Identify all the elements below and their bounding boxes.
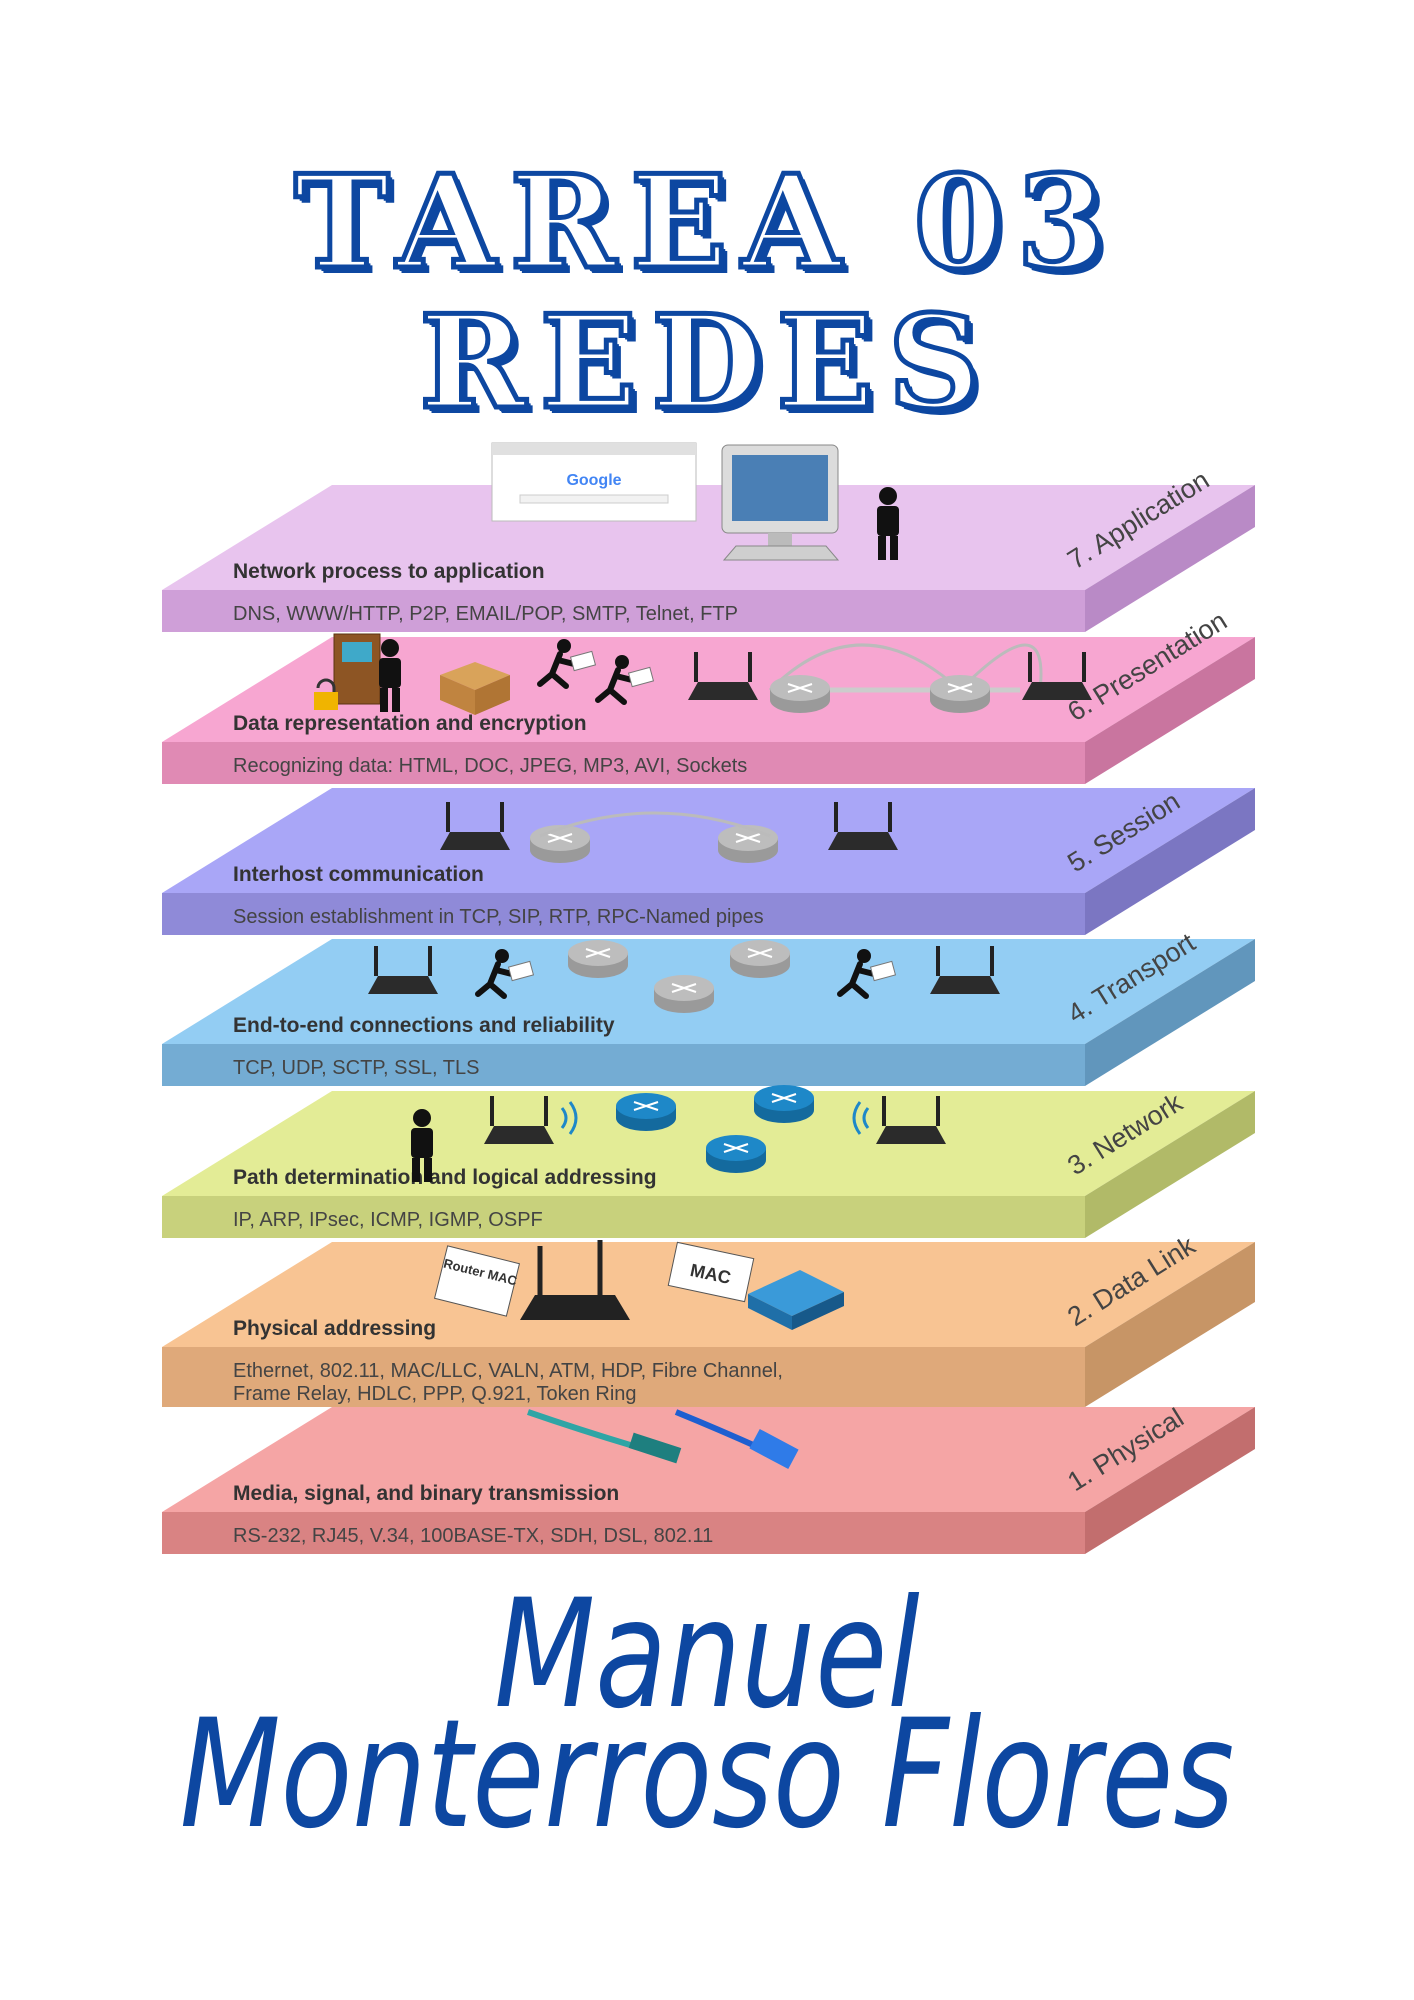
layer-heading: Data representation and encryption	[233, 712, 587, 735]
wireless-signal-icon	[560, 1101, 870, 1135]
layer-heading: Interhost communication	[233, 863, 484, 886]
layer-detail: Ethernet, 802.11, MAC/LLC, VALN, ATM, HD…	[233, 1360, 783, 1382]
open-box-icon	[440, 662, 510, 715]
network-router-icon	[530, 825, 590, 863]
network-router-icon	[616, 1093, 676, 1131]
network-router-icon	[706, 1135, 766, 1173]
layer-detail: RS-232, RJ45, V.34, 100BASE-TX, SDH, DSL…	[233, 1525, 713, 1547]
network-switch-icon	[748, 1270, 844, 1330]
person-with-envelope-icon	[877, 487, 899, 560]
layer-side-face	[1085, 637, 1255, 784]
wifi-router-icon	[520, 1240, 630, 1320]
title-line-2: REDES	[417, 286, 995, 441]
osi-layer-2: Physical addressing Ethernet, 802.11, MAC…	[162, 1230, 1255, 1407]
layer-detail: IP, ARP, IPsec, ICMP, IGMP, OSPF	[233, 1209, 543, 1231]
wifi-router-icon	[930, 946, 1000, 994]
network-router-icon	[654, 975, 714, 1013]
wifi-router-icon	[828, 802, 898, 850]
layer-front-face	[162, 742, 1085, 784]
browser-window-icon: Google	[491, 442, 697, 522]
layer-detail: DNS, WWW/HTTP, P2P, EMAIL/POP, SMTP, Tel…	[233, 603, 738, 625]
osi-layer-1: Media, signal, and binary transmission RS…	[162, 1402, 1255, 1554]
layer-front-face	[162, 893, 1085, 935]
layer-heading: Physical addressing	[233, 1317, 436, 1340]
network-router-icon	[930, 675, 990, 713]
layer-front-face	[162, 1347, 1085, 1407]
router-mac-tag-icon: Router MAC	[433, 1245, 521, 1317]
layer-side-face	[1085, 1091, 1255, 1238]
layer-detail-line-2: Frame Relay, HDLC, PPP, Q.921, Token Rin…	[233, 1383, 637, 1405]
layer-front-face	[162, 590, 1085, 632]
author-first-name: Manuel	[494, 1568, 920, 1742]
running-courier-icon	[595, 655, 655, 705]
svg-text:Google: Google	[566, 472, 621, 489]
layer-top-face	[162, 788, 1255, 893]
mac-tag-icon: MAC	[667, 1241, 755, 1303]
fiber-cable-icon	[527, 1409, 682, 1464]
desktop-computer-icon	[721, 444, 840, 561]
padlock-icon	[314, 678, 338, 710]
flag-person-icon	[411, 1109, 433, 1182]
wifi-router-icon	[876, 1096, 946, 1144]
layer-heading: Media, signal, and binary transmission	[233, 1482, 619, 1505]
wifi-router-icon	[1022, 652, 1092, 700]
network-router-icon	[730, 940, 790, 978]
running-courier-icon	[837, 949, 897, 999]
network-router-icon	[754, 1085, 814, 1123]
network-router-icon	[718, 825, 778, 863]
layer-side-face	[1085, 939, 1255, 1086]
layer-top-face	[162, 1407, 1255, 1512]
osi-layer-7: Network process to application DNS, WWW/H…	[162, 465, 1255, 632]
wifi-router-icon	[440, 802, 510, 850]
layer-detail: Session establishment in TCP, SIP, RTP, …	[233, 906, 764, 928]
osi-layer-5: Interhost communication Session establish…	[162, 786, 1255, 935]
layer-heading: Network process to application	[233, 560, 545, 583]
layer-heading: Path determination and logical addressin…	[233, 1166, 657, 1189]
layer-side-face	[1085, 1407, 1255, 1554]
bridge-icon	[539, 811, 771, 838]
layer-top-face	[162, 1242, 1255, 1347]
person-icon	[379, 639, 401, 712]
layer-front-face	[162, 1512, 1085, 1554]
layer-front-face	[162, 1044, 1085, 1086]
ethernet-cable-icon	[674, 1409, 799, 1470]
layer-side-face	[1085, 1242, 1255, 1407]
layer-detail: TCP, UDP, SCTP, SSL, TLS	[233, 1057, 479, 1079]
author-last-names: Monterroso Flores	[179, 1688, 1235, 1862]
wifi-router-icon	[688, 652, 758, 700]
wifi-router-icon	[484, 1096, 554, 1144]
running-courier-icon	[537, 639, 597, 689]
bookcase-with-person-icon	[333, 633, 381, 705]
network-router-icon	[568, 940, 628, 978]
wifi-router-icon	[368, 946, 438, 994]
title-line-1: TAREA 03	[292, 146, 1120, 301]
layer-side-face	[1085, 788, 1255, 935]
layer-top-face	[162, 485, 1255, 590]
layer-front-face	[162, 1196, 1085, 1238]
network-router-icon	[770, 675, 830, 713]
layer-detail: Recognizing data: HTML, DOC, JPEG, MP3, …	[233, 755, 747, 777]
layer-side-face	[1085, 485, 1255, 632]
layer-heading: End-to-end connections and reliability	[233, 1014, 615, 1037]
running-courier-icon	[475, 949, 535, 999]
